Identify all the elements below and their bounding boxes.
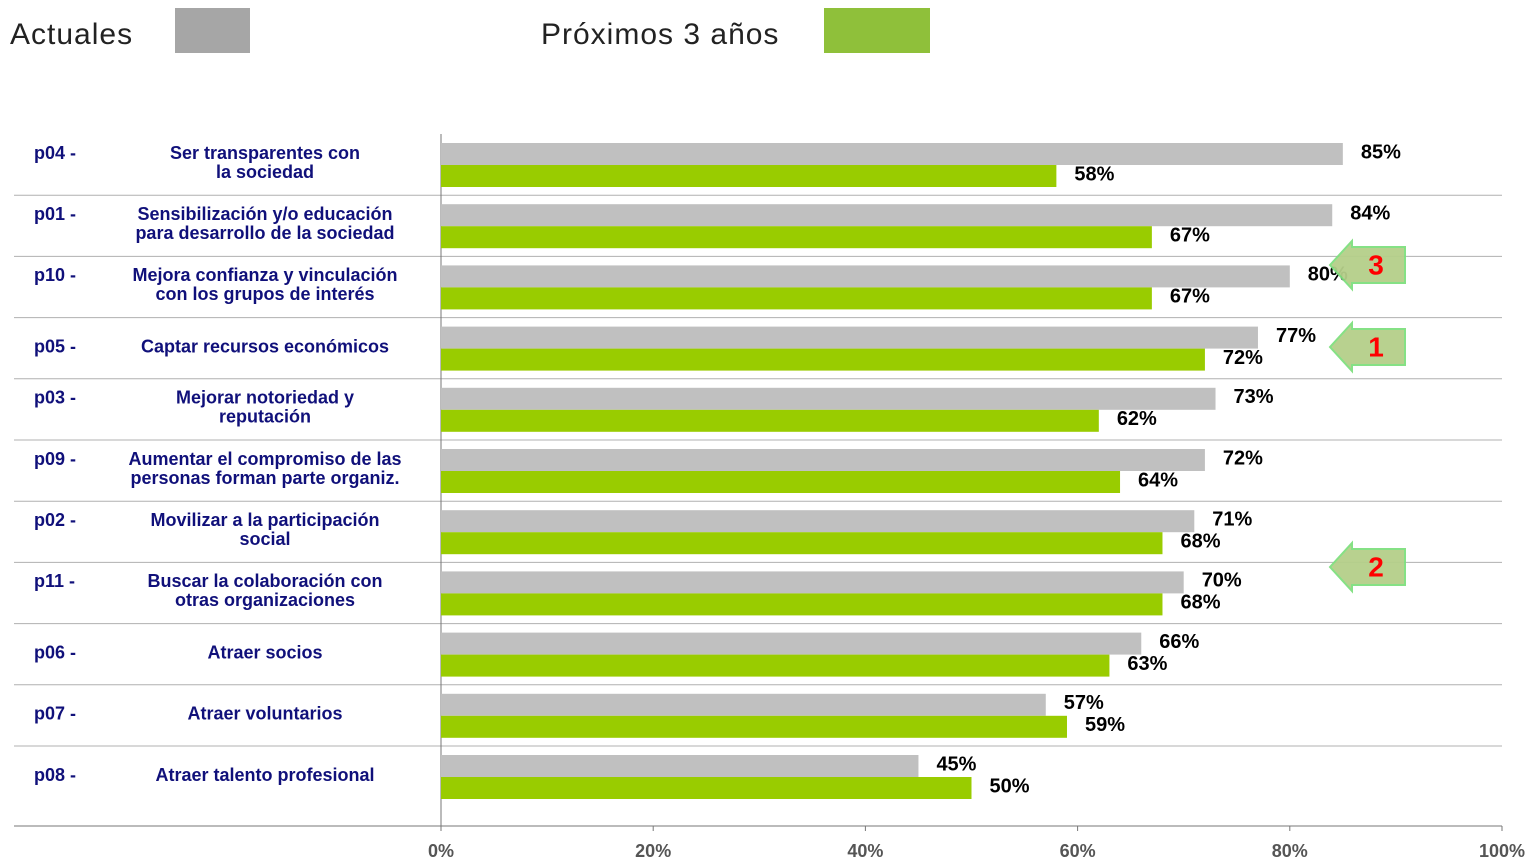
value-label: 45% xyxy=(936,753,976,775)
bar xyxy=(441,265,1290,288)
category-label: reputación xyxy=(219,407,311,427)
annotation-arrow xyxy=(1328,238,1406,292)
category-label: Buscar la colaboración con xyxy=(147,571,382,591)
category-label: Captar recursos económicos xyxy=(141,336,389,356)
x-tick-label: 0% xyxy=(428,841,454,861)
legend-label: Próximos 3 años xyxy=(541,18,779,51)
bar xyxy=(441,387,1216,410)
category-label: Sensibilización y/o educación xyxy=(137,204,392,224)
bar xyxy=(441,226,1152,249)
value-label: 84% xyxy=(1350,202,1390,224)
category-label: Atraer talento profesional xyxy=(155,765,374,785)
bar xyxy=(441,755,919,777)
category-label: social xyxy=(239,529,290,549)
bar xyxy=(441,593,1163,616)
annotation-arrow xyxy=(1328,320,1406,374)
bar xyxy=(441,510,1195,533)
legend-swatch xyxy=(824,8,930,53)
category-label: Atraer voluntarios xyxy=(187,704,342,724)
category-code: p03 - xyxy=(34,388,76,408)
category-code: p07 - xyxy=(34,704,76,724)
annotation-label: 2 xyxy=(1368,551,1384,582)
x-tick-label: 20% xyxy=(635,841,671,861)
legend-swatch xyxy=(175,8,250,53)
value-label: 62% xyxy=(1117,408,1157,430)
value-label: 68% xyxy=(1180,592,1220,614)
annotation-arrow xyxy=(1328,540,1406,594)
bar xyxy=(441,409,1099,432)
category-label: Mejora confianza y vinculación xyxy=(132,265,397,285)
bar xyxy=(441,326,1258,349)
bar xyxy=(441,348,1205,371)
legend-label: Actuales xyxy=(10,18,133,51)
x-tick-label: 40% xyxy=(847,841,883,861)
category-code: p06 - xyxy=(34,642,76,662)
bar xyxy=(441,449,1205,471)
bar xyxy=(441,654,1110,677)
category-label: para desarrollo de la sociedad xyxy=(135,223,394,243)
category-label: Aumentar el compromiso de las xyxy=(128,449,401,469)
bar xyxy=(441,571,1184,594)
category-label: con los grupos de interés xyxy=(155,284,374,304)
bar xyxy=(441,165,1057,187)
value-label: 72% xyxy=(1223,447,1263,469)
category-code: p08 - xyxy=(34,765,76,785)
value-label: 57% xyxy=(1064,692,1104,714)
value-label: 64% xyxy=(1138,469,1178,491)
value-label: 50% xyxy=(990,775,1030,797)
value-label: 67% xyxy=(1170,224,1210,246)
bar xyxy=(441,693,1046,716)
value-label: 66% xyxy=(1159,631,1199,653)
category-code: p11 - xyxy=(34,571,75,591)
value-label: 68% xyxy=(1180,530,1220,552)
bar xyxy=(441,204,1333,227)
category-label: otras organizaciones xyxy=(175,590,355,610)
value-label: 63% xyxy=(1127,653,1167,675)
category-label: Mejorar notoriedad y xyxy=(176,388,354,408)
category-code: p09 - xyxy=(34,449,76,469)
bar xyxy=(441,777,972,799)
category-code: p10 - xyxy=(34,265,76,285)
bar xyxy=(441,532,1163,555)
value-label: 71% xyxy=(1212,508,1252,530)
bar xyxy=(441,632,1142,655)
category-label: Ser transparentes con xyxy=(170,143,360,163)
category-code: p02 - xyxy=(34,510,76,530)
category-label: Movilizar a la participación xyxy=(150,510,379,530)
category-code: p04 - xyxy=(34,143,76,163)
value-label: 70% xyxy=(1202,570,1242,592)
x-tick-label: 100% xyxy=(1479,841,1525,861)
category-code: p05 - xyxy=(34,336,76,356)
bar xyxy=(441,143,1343,165)
annotation-label: 3 xyxy=(1368,249,1384,280)
x-tick-label: 80% xyxy=(1272,841,1308,861)
value-label: 85% xyxy=(1361,141,1401,163)
category-label: personas forman parte organiz. xyxy=(130,468,399,488)
value-label: 67% xyxy=(1170,286,1210,308)
annotation-label: 1 xyxy=(1368,331,1384,362)
value-label: 59% xyxy=(1085,714,1125,736)
x-tick-label: 60% xyxy=(1060,841,1096,861)
value-label: 77% xyxy=(1276,325,1316,347)
category-code: p01 - xyxy=(34,204,76,224)
value-label: 72% xyxy=(1223,347,1263,369)
bar xyxy=(441,471,1121,493)
bar xyxy=(441,287,1152,310)
category-label: la sociedad xyxy=(216,162,314,182)
value-label: 73% xyxy=(1234,386,1274,408)
category-label: Atraer socios xyxy=(207,642,322,662)
value-label: 58% xyxy=(1074,163,1114,185)
bar xyxy=(441,715,1067,738)
